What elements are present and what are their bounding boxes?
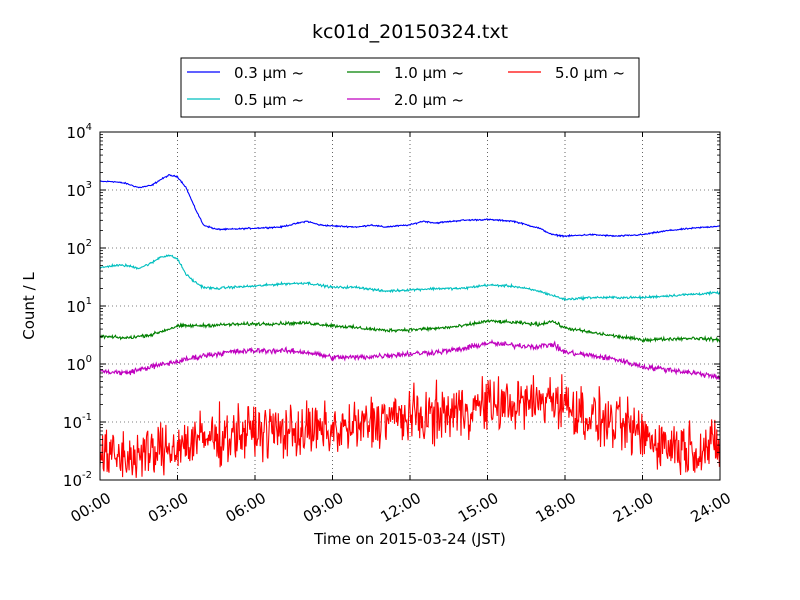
- y-tick-label: 101: [67, 296, 92, 316]
- series-line: [100, 338, 720, 381]
- y-tick-label: 102: [67, 238, 92, 258]
- y-tick-label: 10-1: [63, 412, 92, 432]
- legend: 0.3 μm ~ 0.5 μm ~ 1.0 μm ~ 2.0 μm ~ 5.0 μm ~: [180, 57, 640, 118]
- legend-label: 2.0 μm ~: [394, 91, 464, 109]
- series-line: [100, 374, 720, 478]
- y-tick-labels: 10-2 10-1 100 101 102 103 104: [63, 122, 92, 490]
- chart-title: kc01d_20150324.txt: [312, 21, 508, 43]
- legend-box: [180, 57, 640, 118]
- series-line: [100, 174, 720, 238]
- ticks: [99, 131, 721, 481]
- grid: [100, 132, 720, 480]
- legend-label: 0.3 μm ~: [234, 64, 304, 82]
- y-tick-label: 103: [67, 180, 92, 200]
- y-axis-label: Count / L: [20, 272, 38, 340]
- series-line: [100, 318, 720, 343]
- x-axis-label: Time on 2015-03-24 (JST): [313, 530, 506, 548]
- legend-label: 1.0 μm ~: [394, 64, 464, 82]
- legend-label: 0.5 μm ~: [234, 91, 304, 109]
- legend-label: 5.0 μm ~: [555, 64, 625, 82]
- y-tick-label: 10-2: [63, 470, 92, 490]
- y-tick-label: 104: [67, 122, 92, 142]
- series-line: [100, 254, 720, 302]
- y-tick-label: 100: [67, 354, 92, 374]
- series-layer: [100, 174, 720, 478]
